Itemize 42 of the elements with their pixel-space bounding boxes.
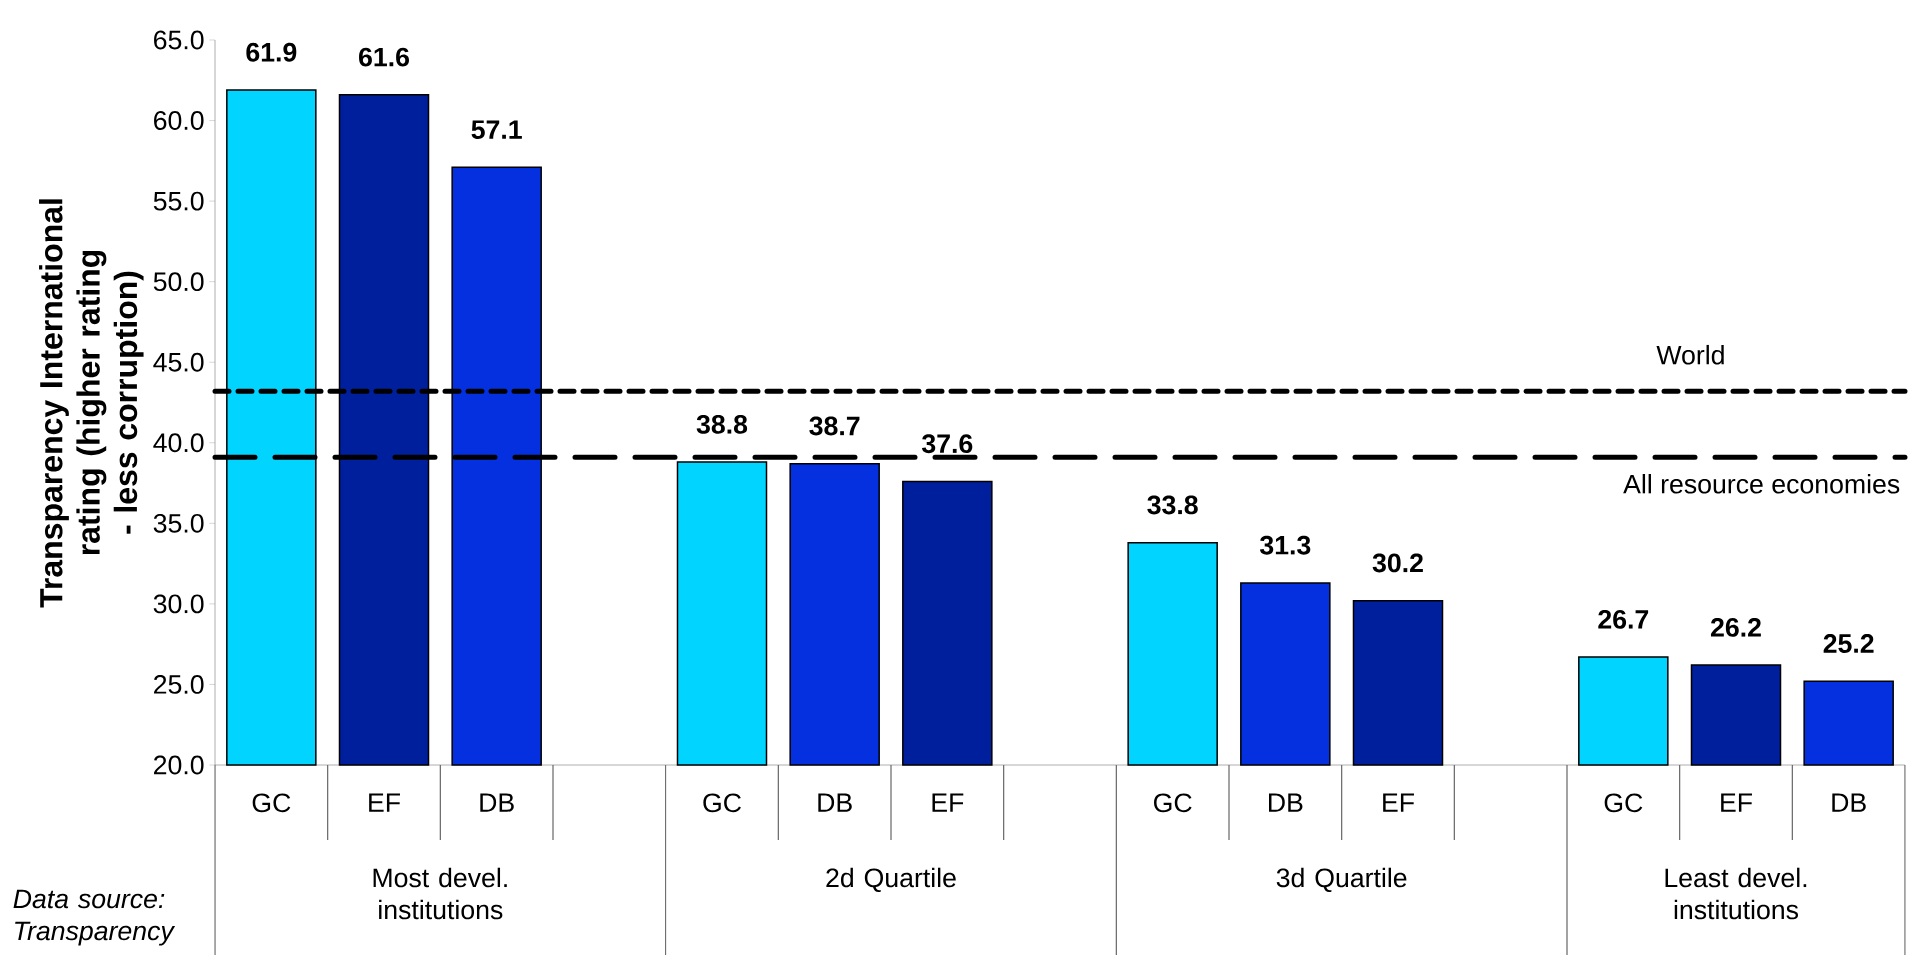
data-label: 26.2 [1710, 617, 1761, 637]
y-tick-label: 50.0 [153, 272, 204, 292]
x-tick-label: EF [369, 793, 400, 812]
data-label: 38.7 [809, 416, 860, 436]
x-tick-label: GC [703, 793, 741, 813]
x-tick-label: DB [818, 793, 852, 812]
y-tick-label: 65.0 [154, 30, 204, 50]
x-tick-label: EF [1383, 793, 1414, 812]
y-tick-label: 60.0 [154, 111, 204, 130]
x-tick-label: GC [252, 793, 291, 813]
ref-line-label: World [1656, 344, 1724, 365]
y-tick-label: 45.0 [153, 352, 204, 372]
x-tick-label: EF [932, 793, 964, 812]
y-tick-label: 40.0 [153, 433, 204, 453]
data-label: 26.7 [1598, 609, 1649, 629]
data-label: 61.6 [359, 47, 409, 67]
y-tick-label: 25.0 [154, 675, 204, 694]
x-tick-label: GC [1154, 793, 1192, 813]
y-tick-label: 55.0 [153, 191, 204, 211]
y-tick-label: 30.0 [153, 594, 204, 614]
text: 2d Quartile [826, 867, 956, 893]
source-note: Data source: Transparency [13, 889, 176, 946]
data-label: 61.9 [246, 42, 297, 62]
x-tick-label: DB [1832, 793, 1866, 812]
x-tick-label: DB [480, 793, 514, 812]
data-label: 30.2 [1372, 553, 1423, 573]
data-label: 37.6 [921, 434, 973, 454]
data-label: 31.3 [1259, 535, 1311, 555]
text: Least devel. institutions [1665, 867, 1807, 920]
data-label: 38.8 [696, 414, 748, 434]
y-axis-title: Transparency International rating (higher rating - less corruption) [39, 199, 144, 608]
ref-line-label: All resource economies [1623, 473, 1900, 494]
data-label: 33.8 [1147, 495, 1198, 515]
text: Most devel. institutions [373, 867, 507, 920]
x-tick-label: DB [1269, 793, 1303, 812]
y-tick-label: 20.0 [154, 755, 204, 775]
data-label: 57.1 [471, 120, 522, 139]
text: 3d Quartile [1276, 867, 1407, 893]
x-tick-label: GC [1604, 793, 1643, 813]
data-label: 25.2 [1823, 634, 1874, 653]
y-tick-label: 35.0 [153, 513, 204, 533]
x-tick-label: EF [1721, 793, 1752, 812]
